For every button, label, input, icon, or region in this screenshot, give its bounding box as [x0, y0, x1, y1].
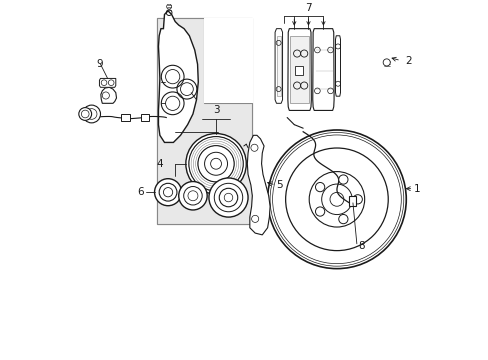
Bar — [348, 197, 356, 206]
Circle shape — [208, 178, 247, 217]
Polygon shape — [247, 135, 269, 235]
Circle shape — [315, 183, 324, 192]
Polygon shape — [312, 29, 333, 111]
Polygon shape — [276, 36, 280, 96]
Text: 5: 5 — [275, 180, 282, 190]
Text: 8: 8 — [358, 240, 364, 251]
Circle shape — [352, 195, 362, 204]
Text: 4: 4 — [156, 159, 163, 169]
Text: 3: 3 — [212, 105, 219, 116]
Text: 2: 2 — [405, 56, 411, 66]
Polygon shape — [335, 36, 340, 96]
Text: 1: 1 — [412, 184, 419, 194]
Polygon shape — [158, 11, 198, 143]
Circle shape — [338, 215, 347, 224]
Bar — [157, 18, 251, 224]
Text: 6: 6 — [137, 187, 144, 197]
Circle shape — [338, 175, 347, 184]
Text: 7: 7 — [305, 3, 311, 13]
Polygon shape — [101, 87, 116, 103]
Text: 9: 9 — [96, 59, 102, 69]
Circle shape — [82, 105, 101, 123]
Circle shape — [329, 192, 343, 206]
Polygon shape — [157, 18, 251, 224]
Bar — [203, 18, 253, 103]
Circle shape — [185, 134, 246, 194]
Circle shape — [267, 130, 406, 269]
Bar — [294, 66, 302, 75]
Polygon shape — [287, 29, 311, 111]
Bar — [141, 114, 149, 121]
Circle shape — [315, 207, 324, 216]
Circle shape — [154, 179, 181, 206]
Circle shape — [383, 59, 389, 66]
Bar — [121, 114, 129, 121]
Circle shape — [178, 181, 207, 210]
Circle shape — [79, 108, 91, 120]
Polygon shape — [275, 29, 282, 103]
Polygon shape — [99, 78, 116, 87]
Polygon shape — [289, 36, 308, 103]
